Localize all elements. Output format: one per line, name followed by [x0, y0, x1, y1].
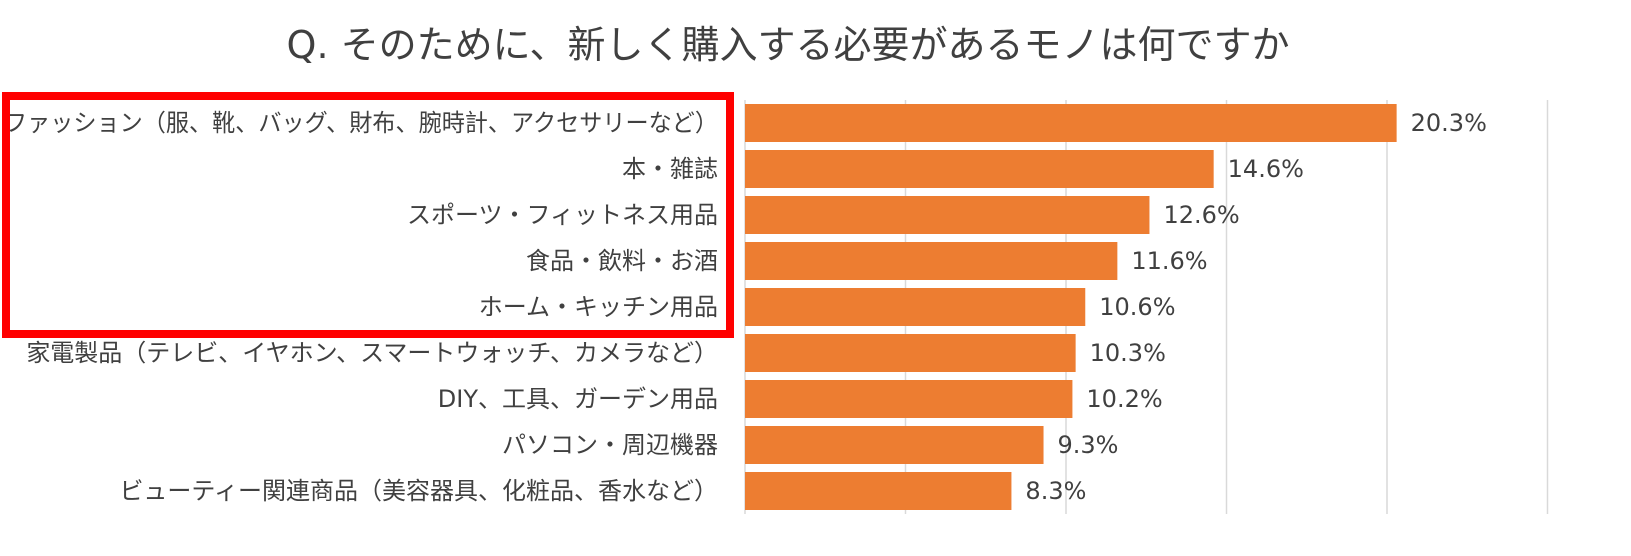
value-label: 10.3% — [1090, 339, 1166, 367]
bar — [745, 426, 1044, 464]
bar — [745, 472, 1012, 510]
bar — [745, 104, 1397, 142]
chart-title: Q. そのために、新しく購入する必要があるモノは何ですか — [287, 23, 1290, 67]
bar — [745, 242, 1118, 280]
bar — [745, 288, 1086, 326]
value-labels: 20.3% 14.6% 12.6% 11.6% 10.6% 10.3% 10.2% 9.3% 8… — [1025, 109, 1486, 505]
category-label: 家電製品（テレビ、イヤホン、スマートウォッチ、カメラなど） — [26, 339, 718, 367]
bar — [745, 380, 1073, 418]
value-label: 14.6% — [1228, 155, 1304, 183]
category-label: パソコン・周辺機器 — [502, 431, 718, 459]
category-label: 食品・飲料・お酒 — [526, 247, 718, 275]
value-label: 10.2% — [1086, 385, 1162, 413]
category-label: DIY、工具、ガーデン用品 — [438, 385, 718, 413]
value-label: 20.3% — [1411, 109, 1487, 137]
value-label: 8.3% — [1025, 477, 1086, 505]
value-label: 9.3% — [1058, 431, 1119, 459]
bar — [745, 196, 1150, 234]
highlight-box — [2, 92, 734, 338]
category-label: スポーツ・フィットネス用品 — [407, 201, 718, 229]
category-labels: ファッション（服、靴、バッグ、財布、腕時計、アクセサリーなど） 本・雑誌スポーツ・… — [4, 109, 718, 505]
value-label: 12.6% — [1163, 201, 1239, 229]
bar — [745, 334, 1076, 372]
bars — [745, 104, 1397, 510]
value-label: 11.6% — [1131, 247, 1207, 275]
category-label: 本・雑誌 — [622, 155, 718, 183]
category-label: ビューティー関連商品（美容器具、化粧品、香水など） — [119, 477, 718, 505]
bar — [745, 150, 1214, 188]
value-label: 10.6% — [1099, 293, 1175, 321]
category-label: ホーム・キッチン用品 — [479, 293, 718, 321]
category-label: ファッション（服、靴、バッグ、財布、腕時計、アクセサリーなど） — [4, 109, 718, 137]
